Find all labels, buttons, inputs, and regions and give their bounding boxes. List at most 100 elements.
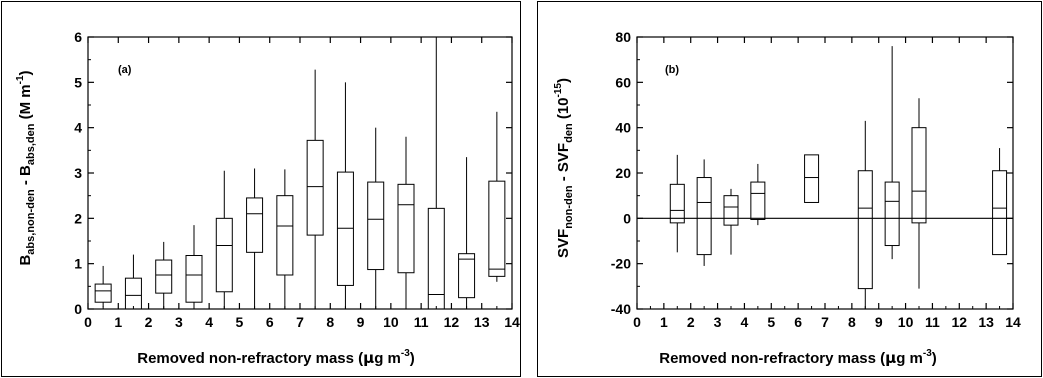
box-body xyxy=(992,170,1008,256)
panel-a-x-tick-label: 7 xyxy=(296,314,304,330)
panel-b-x-tick-label: 5 xyxy=(767,314,775,330)
panel-a-x-tick-label: 0 xyxy=(84,314,92,330)
panel-a-box xyxy=(397,136,415,309)
box-body xyxy=(723,195,739,226)
panel-b-x-tick-label: 9 xyxy=(875,314,883,330)
panel-b-box xyxy=(669,154,685,253)
box-body xyxy=(884,181,900,247)
box-body xyxy=(750,181,766,220)
panel-a-box xyxy=(155,241,173,309)
panel-b-x-axis-label: Removed non-refractory mass (µg m-3) xyxy=(659,348,937,367)
panel-b-plot-area xyxy=(636,36,1014,310)
panel-a-y-tick-label: 6 xyxy=(74,29,82,45)
panel-a-x-tick-label: 4 xyxy=(205,314,213,330)
box-body xyxy=(669,183,685,224)
panel-b-x-tick-label: 8 xyxy=(848,314,856,330)
panel-a-box xyxy=(458,157,476,309)
box-body xyxy=(185,255,203,303)
panel-b-x-tick-label: 6 xyxy=(794,314,802,330)
panel-b-y-tick-label: 80 xyxy=(615,29,631,45)
box-body xyxy=(124,277,142,310)
panel-a-box xyxy=(306,69,324,309)
box-body xyxy=(911,127,927,224)
panel-b-y-tick-label: 40 xyxy=(615,120,631,136)
box-body xyxy=(215,217,233,293)
panel-b-x-tick-label: 14 xyxy=(1005,314,1021,330)
panel-a-box xyxy=(488,111,506,282)
panel-b-box xyxy=(696,159,712,266)
panel-a-x-tick-label: 8 xyxy=(326,314,334,330)
panel-b-box xyxy=(884,46,900,260)
panel-b-box xyxy=(992,148,1008,256)
panel-a-x-tick-label: 13 xyxy=(474,314,490,330)
panel-a-box xyxy=(276,169,294,309)
panel-b-y-axis-label: SVFnon-den - SVFden (10-15) xyxy=(553,78,575,258)
panel-a-x-tick-label: 1 xyxy=(114,314,122,330)
panel-b-y-tick-label: 20 xyxy=(615,165,631,181)
panel-b-x-tick-label: 12 xyxy=(951,314,967,330)
panel-b-x-tick-label: 11 xyxy=(925,314,940,330)
panel-b-box xyxy=(750,163,766,226)
box-body xyxy=(458,253,476,299)
panel-a-box xyxy=(427,37,445,310)
panel-a-y-tick-label: 0 xyxy=(74,301,82,317)
panel-b-x-tick-label: 2 xyxy=(687,314,695,330)
panel-a-x-tick-label: 10 xyxy=(383,314,399,330)
box-body xyxy=(427,207,445,310)
panel-a-x-tick-label: 2 xyxy=(145,314,153,330)
panel-a-x-tick-label: 3 xyxy=(175,314,183,330)
panel-b-x-tick-label: 4 xyxy=(741,314,749,330)
panel-a-x-tick-label: 6 xyxy=(266,314,274,330)
panel-b-x-tick-label: 7 xyxy=(821,314,829,330)
panel-b-x-tick-label: 0 xyxy=(633,314,641,330)
panel-b-x-tick-label: 1 xyxy=(660,314,668,330)
panel-a-box xyxy=(336,82,354,309)
box-body xyxy=(155,259,173,294)
panel-b-box xyxy=(911,98,927,289)
panel-a-y-tick-label: 4 xyxy=(74,120,82,136)
box-body xyxy=(397,183,415,274)
box-body xyxy=(94,283,112,303)
box-body xyxy=(857,170,873,290)
panel-b-frame xyxy=(537,1,1042,377)
box-body xyxy=(804,154,820,203)
panel-a-box xyxy=(94,265,112,307)
panel-a-y-axis-label: Babs,non-den - Babs,den (M m-1) xyxy=(15,70,37,265)
box-body xyxy=(306,139,324,236)
panel-b-y-tick-label: -40 xyxy=(611,301,631,317)
panel-b-y-tick-label: -20 xyxy=(611,256,631,272)
panel-a-x-tick-label: 11 xyxy=(414,314,429,330)
box-body xyxy=(246,197,264,253)
panel-b-box xyxy=(723,188,739,255)
panel-a-plot-area xyxy=(87,36,513,310)
box-body xyxy=(488,180,506,277)
panel-b-x-tick-label: 13 xyxy=(978,314,994,330)
panel-b-y-tick-label: 60 xyxy=(615,74,631,90)
panel-b-label: (b) xyxy=(665,64,679,76)
panel-b-box xyxy=(857,120,873,309)
panel-a-x-tick-label: 5 xyxy=(236,314,244,330)
panel-a-box xyxy=(246,168,264,309)
panel-b-y-tick-label: 0 xyxy=(623,210,631,226)
panel-a-box xyxy=(367,127,385,309)
box-body xyxy=(696,177,712,256)
panel-a-y-tick-label: 3 xyxy=(74,165,82,181)
panel-a-x-tick-label: 12 xyxy=(444,314,460,330)
box-body xyxy=(367,181,385,271)
panel-b-box xyxy=(804,154,820,203)
panel-a-label: (a) xyxy=(118,64,132,76)
panel-a-y-tick-label: 2 xyxy=(74,210,82,226)
panel-a-x-tick-label: 14 xyxy=(504,314,520,330)
panel-b-x-tick-label: 3 xyxy=(714,314,722,330)
panel-a-box xyxy=(124,254,142,310)
panel-a-frame xyxy=(1,1,521,377)
panel-a-x-tick-label: 9 xyxy=(357,314,365,330)
panel-b-x-tick-label: 10 xyxy=(898,314,914,330)
panel-a-x-axis-label: Removed non-refractory mass (µg m-3) xyxy=(137,348,415,367)
box-body xyxy=(276,195,294,276)
panel-a-y-tick-label: 1 xyxy=(74,256,82,272)
panel-a-box xyxy=(215,170,233,309)
